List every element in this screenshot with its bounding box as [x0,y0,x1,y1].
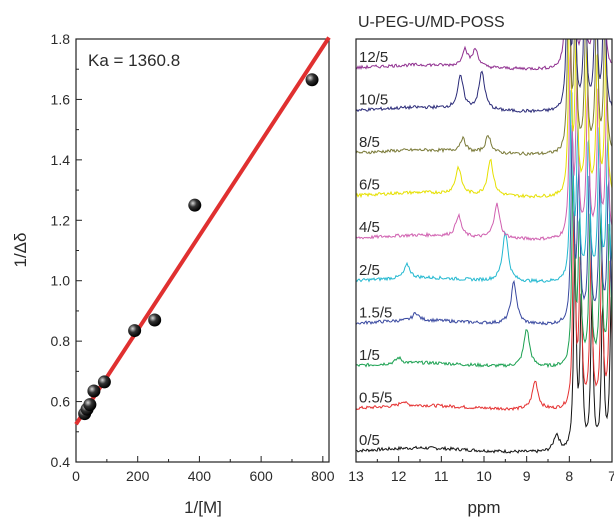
right-x-axis-label: ppm [467,498,500,517]
spectrum-line [356,125,612,326]
spectrum-line [356,90,612,284]
left-y-tick-label: 1.8 [51,31,71,47]
left-y-axis-label: 1/Δδ [11,233,30,268]
ka-annotation: Ka = 1360.8 [88,51,180,70]
data-point [188,198,202,212]
right-axis-ticks: 13 12 11 10 9 8 7 [348,456,614,484]
spectrum-line [356,39,612,156]
spectra-group [356,39,612,454]
spectrum-label: 8/5 [359,134,380,151]
spectrum-label: 6/5 [359,177,380,194]
spectrum-label: 0/5 [359,432,380,449]
spectrum-label: 0.5/5 [359,389,392,406]
right-x-tick-label: 12 [391,468,407,484]
spectrum-label: 4/5 [359,219,380,236]
right-x-tick-label: 8 [565,468,573,484]
data-point [97,375,111,389]
data-point [305,73,319,87]
data-point [128,324,142,338]
fit-line [74,36,331,426]
spectrum-label: 1.5/5 [359,304,392,321]
data-point [87,384,101,398]
spectrum-label: 1/5 [359,347,380,364]
left-y-tick-label: 1.4 [51,152,71,168]
spectrum-label: 10/5 [359,92,388,109]
right-x-tick-label: 9 [523,468,531,484]
spectrum-labels-group: 0/5 0.5/5 1/5 1.5/5 2/5 4/5 6/5 8/5 10/5 12/5 [359,49,392,449]
spectrum-label: 2/5 [359,262,380,279]
spectrum-line [356,244,612,454]
left-x-tick-label: 200 [126,468,150,484]
fit-line-group [74,36,331,426]
left-y-tick-label: 0.4 [51,454,71,470]
spectrum-line [356,200,612,412]
left-y-tick-label: 1.6 [51,91,71,107]
nmr-title: U-PEG-U/MD-POSS [358,14,505,31]
spectrum-line [356,39,612,199]
right-nmr-panel: U-PEG-U/MD-POSS 0/5 0.5/5 1/5 1.5/5 2/5 4/5 6/… [348,14,614,517]
data-point [83,398,97,412]
left-y-tick-label: 1.2 [51,212,71,228]
left-x-tick-label: 800 [311,468,335,484]
right-x-tick-label: 13 [348,468,364,484]
spectrum-line [356,160,612,369]
spectrum-label: 12/5 [359,49,388,66]
spectrum-line [356,39,612,71]
left-axis-ticks: 0 200 400 600 800 0.4 0.6 0.8 1.0 1.2 1.4 1.6 1.8 [51,31,335,484]
spectrum-line [356,40,612,241]
left-y-tick-label: 0.6 [51,394,71,410]
left-x-tick-label: 0 [72,468,80,484]
left-x-axis-label: 1/[M] [184,498,222,517]
left-x-tick-label: 400 [188,468,212,484]
left-plot-frame [75,38,330,463]
right-x-tick-label: 7 [608,468,614,484]
left-scatter-panel: 0 200 400 600 800 0.4 0.6 0.8 1.0 1.2 1.4 1.6 1.8 Ka… [11,31,335,517]
left-x-tick-label: 600 [249,468,273,484]
spectrum-line [356,39,612,114]
right-x-tick-label: 10 [476,468,492,484]
right-x-tick-label: 11 [434,468,449,484]
left-y-tick-label: 1.0 [51,273,71,289]
left-y-tick-label: 0.8 [51,333,71,349]
data-point [148,313,162,327]
data-points-group [78,73,319,421]
